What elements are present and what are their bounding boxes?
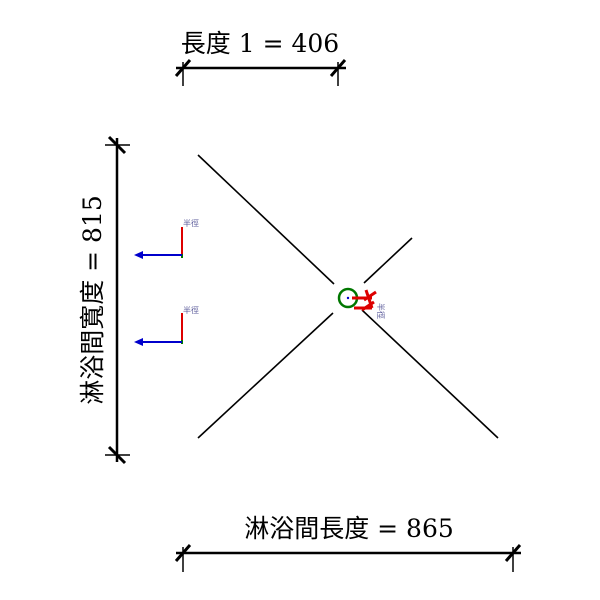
radius-label-2: 半徑	[183, 305, 199, 315]
axis-marker-2[interactable]: 半徑	[134, 305, 199, 346]
axis-marker-1[interactable]: 半徑	[134, 218, 199, 259]
drain-cross-lines[interactable]	[197, 154, 499, 439]
dimension-bottom[interactable]: 淋浴間長度 = 865	[174, 514, 522, 572]
radius-label-1: 半徑	[183, 218, 199, 228]
dimension-left[interactable]: 淋浴間寬度 = 815	[78, 135, 130, 465]
drain-origin[interactable]: 半徑	[337, 287, 386, 319]
dimension-top-label: 長度 1 = 406	[181, 29, 339, 58]
radius-label-3: 半徑	[376, 303, 386, 319]
dimension-top[interactable]: 長度 1 = 406	[174, 29, 347, 86]
dimension-left-label: 淋浴間寬度 = 815	[78, 195, 107, 405]
dimension-bottom-label: 淋浴間長度 = 865	[244, 514, 454, 543]
